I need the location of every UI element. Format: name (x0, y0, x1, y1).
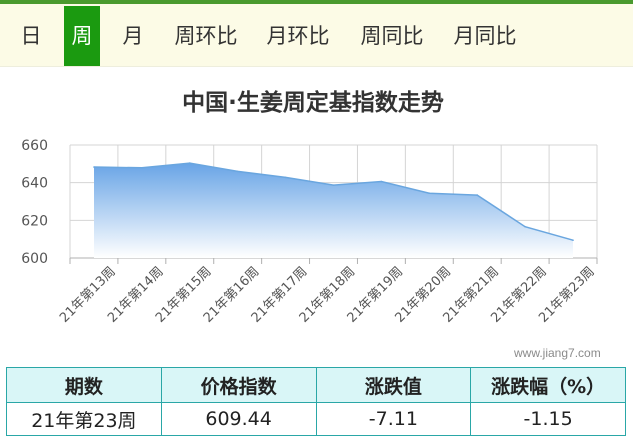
data-point (572, 239, 574, 242)
tab-month-over-month[interactable]: 月环比 (266, 24, 330, 48)
watermark: www.jiang7.com (514, 346, 601, 360)
y-tick-label: 600 (21, 251, 48, 267)
chart-title: 中国·生姜周定基指数走势 (182, 89, 444, 116)
cell-change-value: -7.11 (315, 402, 472, 436)
data-point (93, 166, 95, 168)
tab-day[interactable]: 日 (20, 24, 42, 48)
data-point (284, 176, 287, 179)
data-point (332, 184, 335, 186)
tab-month[interactable]: 月 (122, 24, 144, 48)
y-axis-ticks: 600 620 640 660 (21, 138, 48, 267)
data-point (428, 192, 431, 195)
table-row: 21年第23周 609.44 -7.11 -1.15 (6, 402, 626, 436)
data-point (236, 170, 239, 173)
cell-price-index: 609.44 (160, 402, 317, 436)
data-point (524, 225, 526, 228)
header-price-index: 价格指数 (160, 367, 317, 403)
cell-change-percent: -1.15 (470, 402, 626, 436)
data-point (141, 166, 143, 169)
period-tab-bar: 日 周 月 周环比 月环比 周同比 月同比 (0, 4, 633, 67)
data-point (380, 180, 383, 183)
y-tick-label: 620 (21, 213, 48, 229)
x-axis-ticks: 21年第13周21年第14周21年第15周21年第16周21年第17周21年第1… (57, 264, 598, 326)
series-area-fill (94, 163, 573, 258)
summary-table: 期数 价格指数 涨跌值 涨跌幅（%） 21年第23周 609.44 -7.11 … (6, 367, 626, 436)
table-header-row: 期数 价格指数 涨跌值 涨跌幅（%） (6, 367, 626, 403)
tab-week[interactable]: 周 (64, 6, 100, 66)
data-point (188, 162, 191, 164)
header-change-value: 涨跌值 (315, 367, 472, 403)
y-tick-label: 660 (21, 138, 48, 154)
index-chart: 中国·生姜周定基指数走势 600 620 640 660 21年第13周 21年第14周… (0, 66, 633, 368)
tab-week-year-over-year[interactable]: 周同比 (360, 24, 424, 48)
header-period: 期数 (6, 367, 162, 403)
header-change-percent: 涨跌幅（%） (470, 367, 626, 403)
data-point (476, 194, 479, 196)
y-tick-label: 640 (21, 176, 48, 192)
chart-area (93, 162, 574, 258)
top-accent-line (0, 0, 633, 4)
chart-svg: 中国·生姜周定基指数走势 600 620 640 660 21年第13周21年第14周… (21, 89, 598, 326)
tab-week-over-week[interactable]: 周环比 (174, 24, 238, 48)
cell-period: 21年第23周 (6, 402, 162, 436)
tab-month-year-over-year[interactable]: 月同比 (453, 24, 517, 48)
